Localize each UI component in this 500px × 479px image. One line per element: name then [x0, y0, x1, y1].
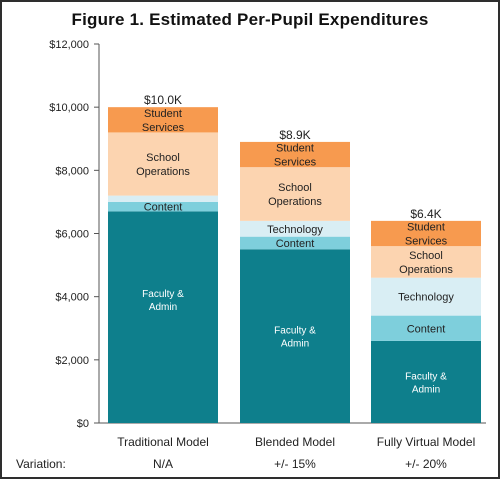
- bar-segment: [108, 201, 218, 212]
- segment-label-line: Operations: [399, 264, 453, 276]
- chart-title: Figure 1. Estimated Per-Pupil Expenditur…: [71, 10, 429, 29]
- segment-label: Faculty & Admin: [142, 289, 184, 313]
- segment-label-line: Technology: [267, 224, 323, 236]
- variation-value: N/A: [153, 457, 173, 471]
- bar-segment: [371, 246, 481, 278]
- segment-label-line: Faculty &: [405, 371, 447, 382]
- variation-value: +/- 15%: [274, 457, 316, 471]
- bar-segment: [108, 195, 218, 202]
- bar-segment: [371, 315, 481, 341]
- segment-label-line: Services: [405, 236, 448, 248]
- bar-segment: [108, 107, 218, 133]
- segment-label-line: Student: [407, 222, 445, 234]
- y-tick-label: $2,000: [55, 355, 89, 367]
- bar-total-label: $8.9K: [279, 128, 310, 142]
- segment-label-line: Admin: [149, 302, 177, 313]
- x-category-label: Blended Model: [255, 435, 335, 449]
- segment-label-line: Services: [274, 157, 317, 169]
- segment-label-line: Faculty &: [142, 289, 184, 300]
- segment-label: School Operations: [136, 152, 190, 178]
- bar-segment: [240, 141, 350, 168]
- y-tick-label: $8,000: [55, 165, 89, 177]
- segment-label-line: Technology: [398, 292, 454, 304]
- segment-label-line: Operations: [136, 166, 190, 178]
- segment-label: Faculty & Admin: [274, 326, 316, 350]
- segment-label-line: Content: [144, 202, 183, 214]
- segment-label: Student Services: [274, 143, 317, 169]
- segment-label: Technology: [267, 224, 323, 236]
- segment-label: Faculty & Admin: [405, 371, 447, 395]
- segment-label-line: Admin: [412, 384, 440, 395]
- segment-label: Content: [144, 202, 183, 214]
- segment-label-line: Content: [407, 323, 446, 335]
- y-tick-label: $12,000: [49, 39, 89, 51]
- segment-label: Student Services: [405, 222, 448, 248]
- segment-label: Student Services: [142, 108, 185, 134]
- bar-segment: [240, 220, 350, 237]
- y-tick-label: $0: [77, 418, 89, 430]
- x-category-label: Fully Virtual Model: [377, 435, 475, 449]
- bar-segment: [371, 220, 481, 247]
- segment-label: School Operations: [399, 250, 453, 276]
- segment-label-line: School: [409, 250, 443, 262]
- bar-segment: [108, 211, 218, 423]
- bar-segment: [240, 167, 350, 221]
- segment-label-line: School: [278, 182, 312, 194]
- bar-segment: [371, 277, 481, 316]
- segment-label-line: Services: [142, 122, 185, 134]
- y-tick-label: $6,000: [55, 229, 89, 241]
- bar-total-label: $10.0K: [144, 93, 182, 107]
- segment-label: Technology: [398, 292, 454, 304]
- bar-segment: [240, 249, 350, 423]
- variation-value: +/- 20%: [405, 457, 447, 471]
- y-tick-label: $4,000: [55, 292, 89, 304]
- segment-label-line: Content: [276, 238, 315, 250]
- y-tick-label: $10,000: [49, 102, 89, 114]
- bar-segment: [108, 132, 218, 196]
- segment-label-line: Student: [144, 108, 182, 120]
- x-category-label: Traditional Model: [117, 435, 209, 449]
- variation-label: Variation:: [16, 457, 66, 471]
- bar-segment: [240, 236, 350, 250]
- segment-label-line: Admin: [281, 339, 309, 350]
- segment-label: Content: [276, 238, 315, 250]
- segment-label: School Operations: [268, 182, 322, 208]
- segment-label-line: Operations: [268, 196, 322, 208]
- segment-label-line: School: [146, 152, 180, 164]
- segment-label-line: Faculty &: [274, 326, 316, 337]
- segment-label-line: Student: [276, 143, 314, 155]
- bar-segment: [371, 340, 481, 423]
- bar-total-label: $6.4K: [410, 207, 441, 221]
- segment-label: Content: [407, 323, 446, 335]
